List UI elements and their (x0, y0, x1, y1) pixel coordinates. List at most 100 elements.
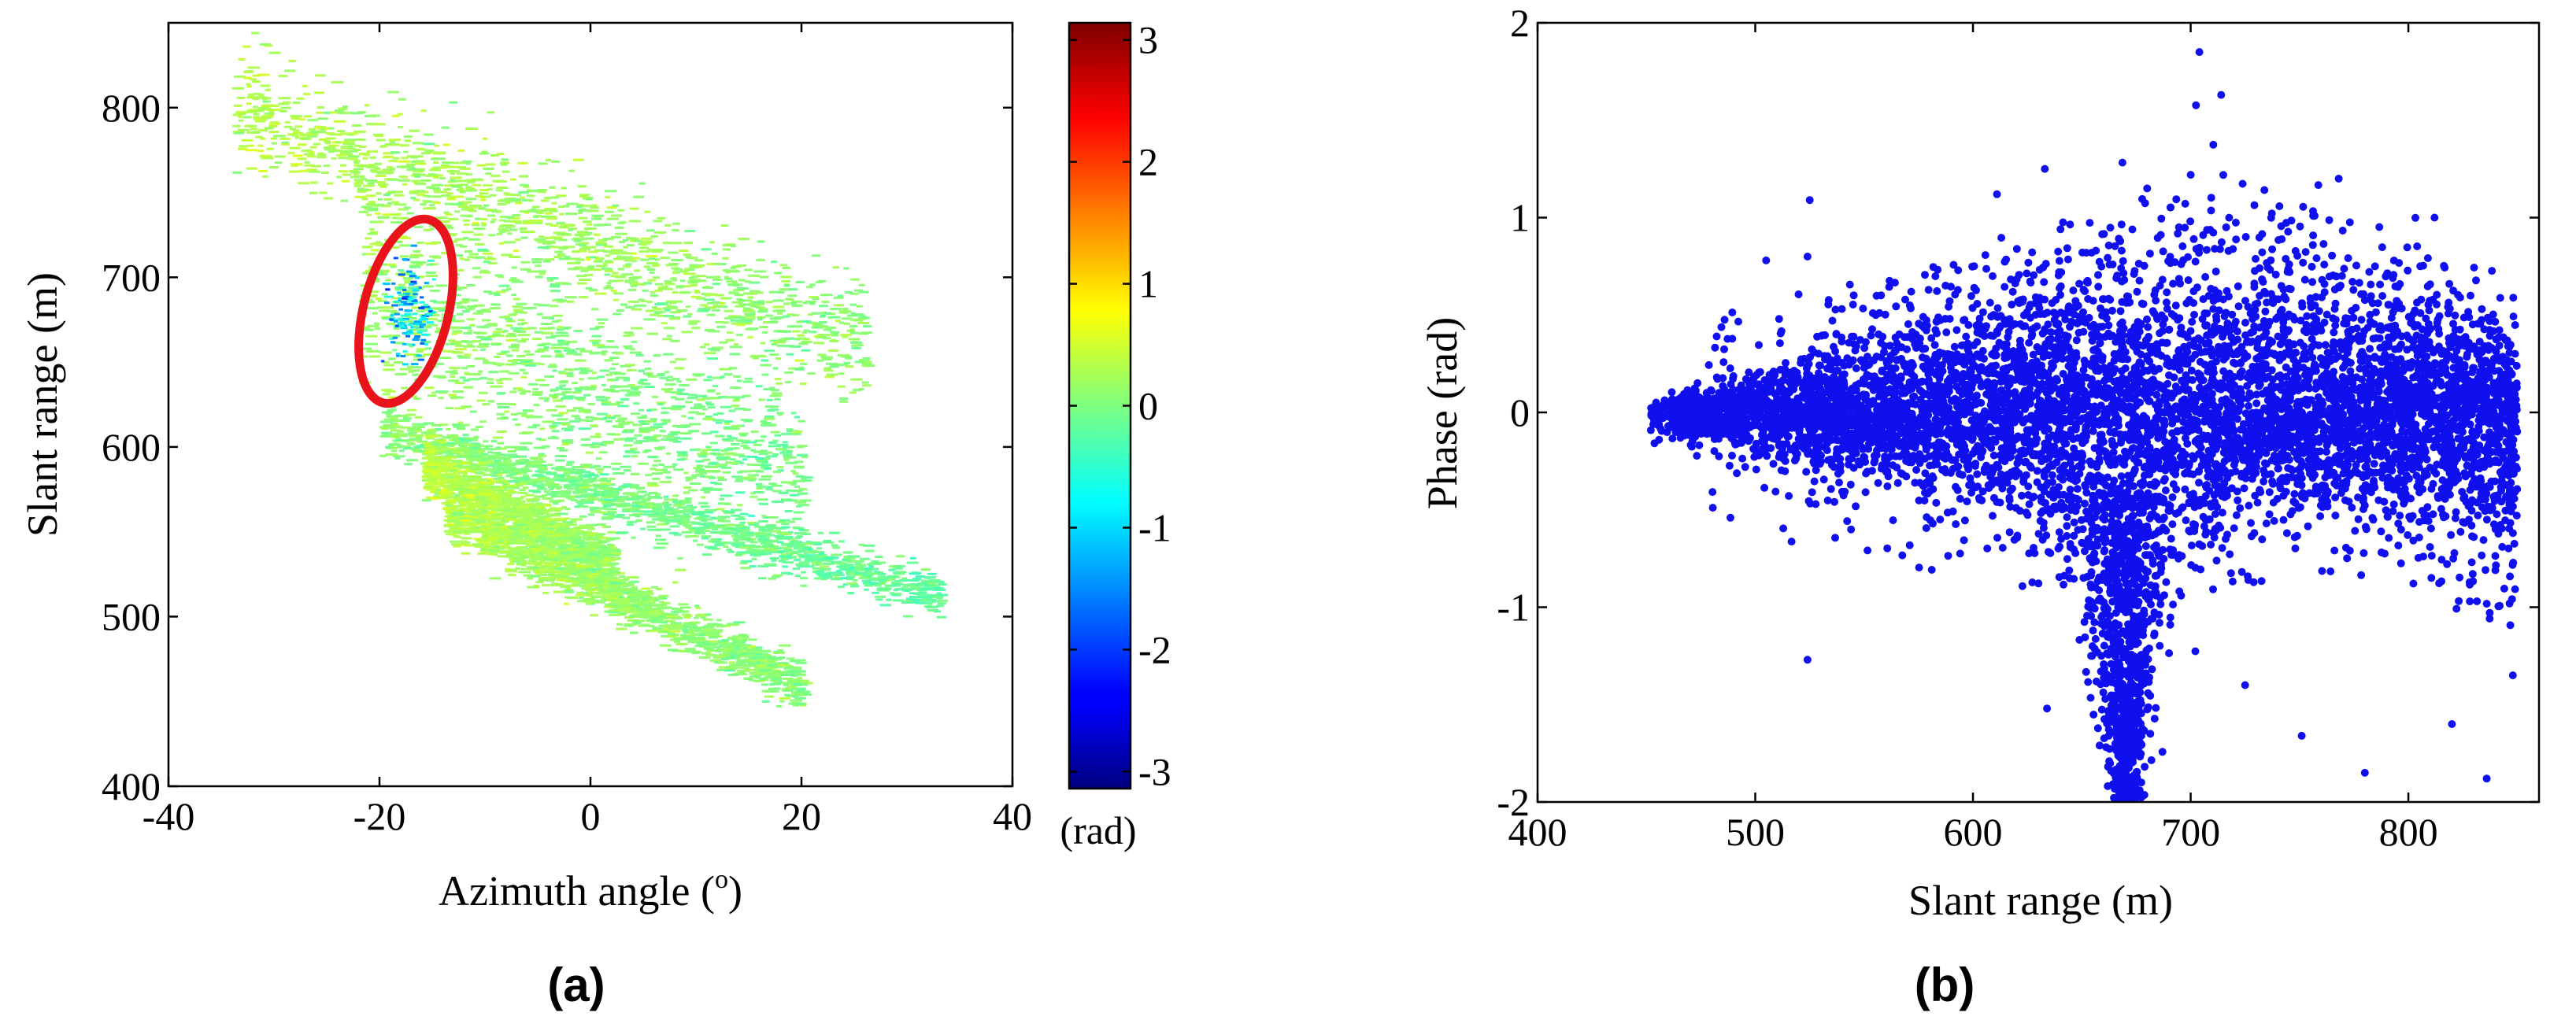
heatmap-cell (698, 472, 708, 475)
heatmap-cell (383, 368, 395, 371)
heatmap-cell (527, 426, 538, 429)
heatmap-cell (445, 503, 454, 506)
heatmap-cell (461, 367, 468, 370)
heatmap-cell (621, 485, 632, 488)
heatmap-cell (441, 126, 450, 129)
heatmap-cell (595, 396, 605, 399)
heatmap-cell (681, 530, 693, 534)
heatmap-cell (757, 310, 768, 313)
heatmap-cell (400, 235, 408, 238)
heatmap-cell (609, 602, 615, 605)
heatmap-cell (391, 213, 401, 216)
heatmap-cell (335, 141, 341, 144)
heatmap-cell (243, 76, 251, 79)
heatmap-cell (427, 394, 437, 397)
heatmap-cell (786, 545, 800, 548)
heatmap-cell (556, 328, 565, 331)
heatmap-cell (764, 415, 775, 418)
heatmap-cell (535, 264, 542, 268)
heatmap-cell (676, 522, 689, 525)
heatmap-cell (365, 237, 372, 240)
heatmap-cell (486, 381, 494, 384)
heatmap-cell (846, 582, 857, 585)
heatmap-cell (510, 220, 520, 223)
heatmap-cell (384, 171, 394, 174)
heatmap-cell (749, 281, 761, 284)
heatmap-cell (725, 243, 736, 246)
heatmap-cell (521, 363, 535, 365)
heatmap-cell (622, 585, 628, 588)
heatmap-cell (400, 419, 410, 423)
heatmap-cell (796, 688, 805, 691)
heatmap-cell (376, 220, 384, 224)
heatmap-cell (791, 695, 799, 698)
heatmap-cell (424, 353, 435, 357)
heatmap-cell (407, 408, 416, 412)
heatmap-cell (635, 487, 642, 490)
heatmap-cell (930, 584, 941, 587)
heatmap-cell (290, 163, 303, 166)
heatmap-cell (532, 484, 545, 487)
heatmap-cell (659, 644, 672, 647)
heatmap-cell (544, 258, 555, 261)
heatmap-cell (608, 489, 616, 492)
heatmap-cell (669, 311, 681, 314)
heatmap-cell (850, 278, 860, 281)
heatmap-cell (252, 80, 261, 83)
heatmap-cell (479, 189, 489, 191)
heatmap-cell (720, 658, 729, 660)
heatmap-cell (625, 305, 635, 309)
heatmap-cell (771, 484, 783, 487)
heatmap-cell (309, 128, 316, 131)
heatmap-cell (376, 172, 387, 175)
heatmap-cell (579, 482, 590, 486)
heatmap-cell (646, 255, 658, 258)
heatmap-cell (379, 272, 386, 275)
heatmap-cell (409, 438, 422, 441)
heatmap-cell (573, 239, 582, 242)
heatmap-cell (661, 601, 671, 604)
heatmap-cell (324, 127, 335, 130)
heatmap-cell (757, 316, 766, 319)
heatmap-cell (765, 423, 771, 426)
heatmap-cell (487, 552, 496, 556)
heatmap-cell (472, 275, 482, 279)
heatmap-cell (847, 592, 854, 595)
heatmap-cell (771, 343, 777, 346)
heatmap-cell (739, 521, 746, 524)
heatmap-cell (768, 687, 774, 690)
heatmap-cell (609, 368, 616, 371)
heatmap-cell (353, 130, 366, 133)
heatmap-cell (539, 383, 550, 386)
heatmap-cell (659, 376, 668, 379)
heatmap-cell (601, 496, 614, 499)
heatmap-cell (337, 112, 346, 114)
heatmap-cell (256, 117, 268, 120)
heatmap-cell (731, 322, 737, 325)
heatmap-cell (557, 499, 565, 502)
heatmap-cell (862, 574, 874, 577)
heatmap-cell (482, 533, 488, 536)
heatmap-cell (283, 125, 292, 128)
heatmap-cell (480, 218, 488, 220)
heatmap-cell (704, 465, 711, 468)
heatmap-cell (404, 135, 413, 139)
heatmap-cell (787, 678, 800, 681)
heatmap-cell (382, 433, 391, 436)
heatmap-cell (516, 469, 524, 472)
heatmap-cell (735, 554, 742, 556)
heatmap-cell (901, 601, 912, 604)
heatmap-cell (531, 393, 542, 396)
heatmap-cell (546, 336, 556, 339)
heatmap-cell (867, 572, 879, 575)
heatmap-cell (464, 250, 473, 253)
heatmap-cell (626, 523, 634, 527)
heatmap-cell (518, 462, 525, 464)
heatmap-cell (615, 352, 624, 355)
heatmap-cell (705, 415, 712, 418)
heatmap-cell (504, 220, 510, 223)
heatmap-cell (668, 433, 679, 436)
heatmap-cell (816, 572, 828, 575)
heatmap-cell (794, 697, 806, 700)
heatmap-cell (387, 357, 396, 360)
